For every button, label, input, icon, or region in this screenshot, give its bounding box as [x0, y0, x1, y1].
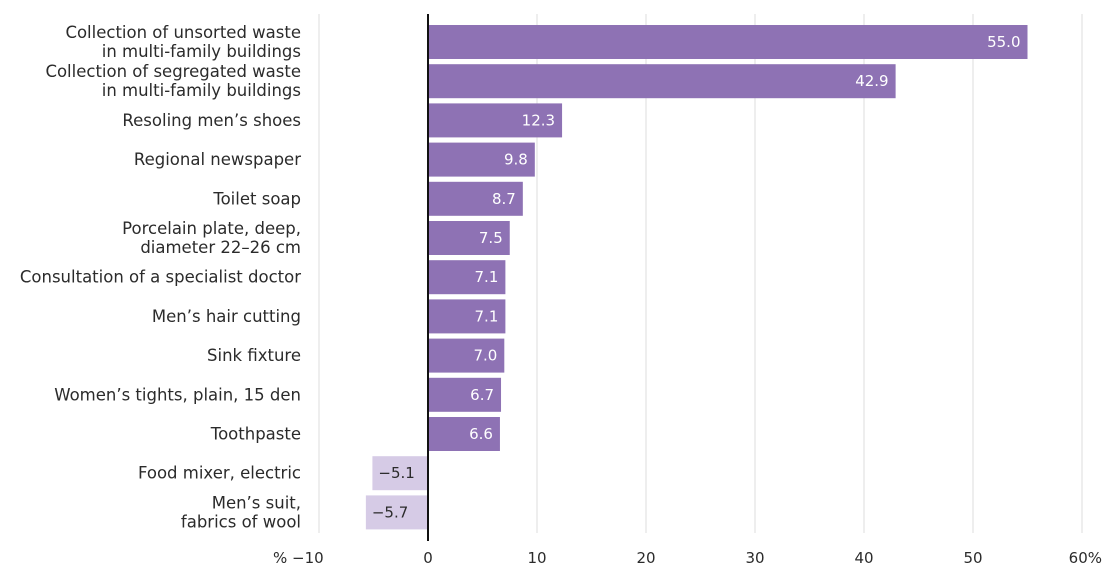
bar	[365, 495, 428, 530]
bar	[428, 377, 502, 412]
data-label: 8.7	[492, 190, 516, 208]
data-label: 42.9	[855, 72, 888, 90]
bar	[428, 103, 563, 138]
bar	[428, 181, 523, 216]
category-label: Collection of unsorted waste	[65, 23, 301, 42]
category-label: diameter 22–26 cm	[140, 238, 301, 257]
data-label: 7.1	[475, 268, 499, 286]
category-label: Women’s tights, plain, 15 den	[54, 385, 301, 404]
bar	[428, 64, 896, 99]
category-label: fabrics of wool	[181, 512, 301, 531]
category-label: Toothpaste	[210, 425, 301, 444]
data-label: 7.1	[475, 307, 499, 325]
data-label: −5.1	[378, 464, 414, 482]
bar	[428, 142, 535, 177]
x-tick-label: 30	[745, 549, 764, 567]
category-label: in multi-family buildings	[102, 81, 301, 100]
gridlines	[318, 14, 1083, 533]
data-label: 7.0	[473, 347, 497, 365]
x-tick-label: 0	[423, 549, 433, 567]
category-label: Resoling men’s shoes	[122, 111, 301, 130]
x-tick-label: 50	[963, 549, 982, 567]
bar	[428, 417, 500, 451]
category-label: Sink fixture	[207, 346, 301, 365]
x-axis: % −10 0 10 20 30 40 50 60%	[273, 549, 1102, 567]
category-label: Men’s suit,	[212, 493, 301, 512]
x-tick-label: 20	[636, 549, 655, 567]
data-label: 6.6	[469, 425, 493, 443]
data-label: −5.7	[372, 503, 408, 521]
category-label: Food mixer, electric	[138, 464, 301, 483]
data-label: 7.5	[479, 229, 503, 247]
x-tick-label: % −10	[273, 549, 324, 567]
category-label: Consultation of a specialist doctor	[20, 268, 301, 287]
data-label: 9.8	[504, 151, 528, 169]
category-label: Men’s hair cutting	[152, 307, 301, 326]
x-tick-label: 60%	[1069, 549, 1102, 567]
data-label: 6.7	[470, 386, 494, 404]
bars: 55.0 42.9 12.3 9.8 8.7 7.5 7.1 7.1 7.0 6.7 6.6 −5.1…	[365, 25, 1028, 530]
bar	[428, 299, 506, 334]
category-label: Porcelain plate, deep,	[122, 219, 301, 238]
category-label: Regional newspaper	[134, 150, 301, 169]
bar	[428, 338, 505, 373]
data-label: 12.3	[522, 111, 555, 129]
bar	[428, 221, 510, 255]
data-label: 55.0	[987, 33, 1020, 51]
category-label: Toilet soap	[212, 189, 301, 208]
category-label: Collection of segregated waste	[45, 62, 301, 81]
bar	[428, 260, 506, 295]
category-label: in multi-family buildings	[102, 42, 301, 61]
bar	[372, 456, 428, 491]
x-tick-label: 40	[854, 549, 873, 567]
x-tick-label: 10	[527, 549, 546, 567]
bar	[428, 25, 1028, 59]
